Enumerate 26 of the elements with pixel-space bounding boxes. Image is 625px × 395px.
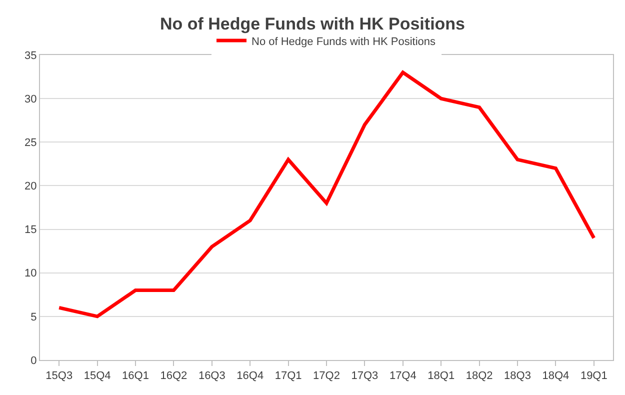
x-tick-label: 16Q4 — [236, 370, 264, 382]
x-tick-label: 19Q1 — [580, 370, 608, 382]
x-tick-label: 18Q2 — [466, 370, 493, 382]
x-tick-label: 18Q4 — [542, 370, 570, 382]
y-tick-label: 15 — [24, 224, 37, 236]
x-tick-label: 17Q3 — [351, 370, 378, 382]
y-tick-label: 10 — [24, 268, 37, 280]
y-tick-label: 20 — [24, 180, 37, 193]
line-series — [57, 70, 596, 318]
y-tick-label: 35 — [24, 50, 37, 62]
x-tick-label: 18Q3 — [504, 370, 531, 382]
y-tick-label: 30 — [24, 93, 37, 106]
x-tick-label: 16Q1 — [122, 370, 149, 382]
chart-title: No of Hedge Funds with HK Positions — [160, 14, 466, 34]
y-tick-label: 25 — [24, 136, 37, 149]
x-tick-label: 15Q3 — [46, 370, 73, 382]
x-tick-label: 17Q2 — [313, 370, 340, 382]
legend-label: No of Hedge Funds with HK Positions — [252, 36, 436, 48]
x-tick-label: 18Q1 — [428, 370, 455, 382]
x-tick-label: 17Q4 — [389, 370, 416, 382]
x-tick-label: 16Q3 — [198, 370, 226, 382]
x-tick-label: 17Q1 — [274, 370, 302, 382]
y-tick-label: 5 — [30, 311, 37, 324]
x-tick-label: 15Q4 — [84, 370, 111, 382]
x-tick-label: 16Q2 — [160, 370, 188, 382]
y-tick-label: 0 — [30, 354, 37, 367]
